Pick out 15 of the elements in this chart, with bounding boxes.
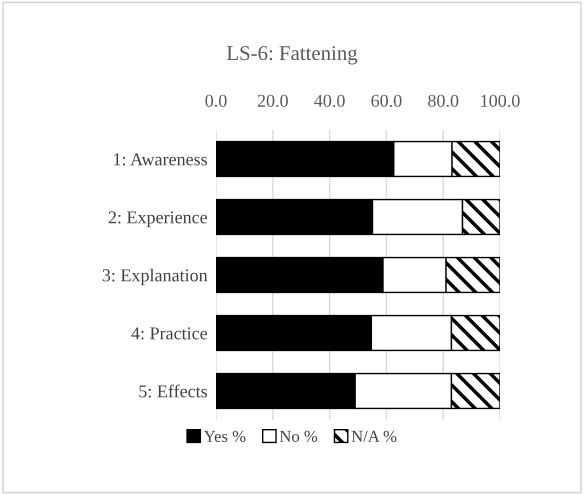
y-tick-label: 5: Effects: [139, 384, 208, 398]
x-tick-label: 0.0: [205, 94, 227, 107]
x-tick-label: 20.0: [258, 94, 288, 107]
x-tick-label: 60.0: [371, 94, 402, 107]
legend-label: Yes %: [204, 430, 246, 442]
y-tick-label: 4: Practice: [131, 327, 208, 340]
x-tick-label: 80.0: [428, 94, 458, 107]
y-tick-label: 3: Explanation: [102, 268, 208, 286]
chart-title: LS-6: Fattening: [226, 46, 358, 64]
y-tick-label: 2: Experience: [108, 211, 208, 228]
x-tick-label: 100.0: [481, 94, 520, 107]
x-tick-label: 40.0: [314, 94, 345, 107]
legend-label: N/A %: [352, 430, 396, 442]
legend-label: No %: [280, 430, 318, 442]
y-tick-label: 1: Awareness: [114, 153, 208, 166]
